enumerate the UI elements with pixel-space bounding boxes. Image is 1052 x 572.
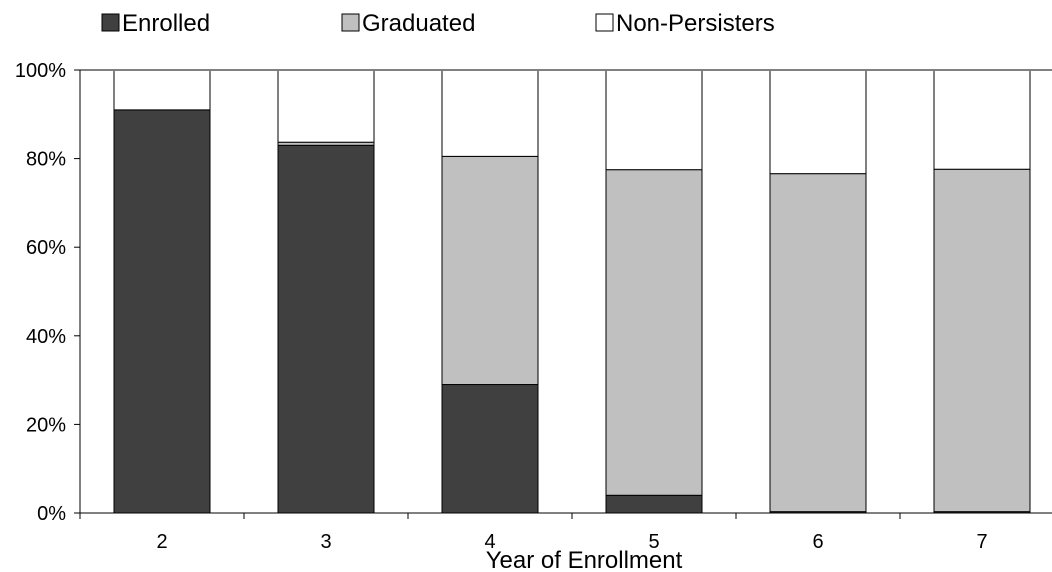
x-axis-title: Year of Enrollment (486, 547, 683, 572)
legend-swatch-graduated (341, 13, 360, 32)
y-tick-label: 40% (26, 326, 66, 348)
bar-graduated-4 (441, 155, 539, 386)
bar-enrolled-5 (605, 494, 703, 514)
bar-enrolled-2 (113, 109, 211, 514)
bar-graduated-6 (769, 173, 867, 513)
bar-non-persisters-7 (933, 69, 1031, 170)
plot-area (113, 69, 1031, 514)
legend-swatch-non-persisters (595, 13, 614, 32)
x-tick-label: 3 (320, 531, 331, 553)
bar-enrolled-3 (277, 144, 375, 514)
bar-graduated-5 (605, 169, 703, 496)
y-tick-label: 0% (37, 503, 66, 525)
legend-swatch-enrolled (101, 13, 120, 32)
legend: Enrolled Graduated Non-Persisters (101, 10, 775, 37)
legend-label-graduated: Graduated (362, 10, 475, 37)
axes: 0% 20% 40% 60% 80% 100% 2 3 4 5 6 7 (15, 60, 1052, 553)
bar-non-persisters-2 (113, 69, 211, 111)
x-tick-label: 6 (812, 531, 823, 553)
bar-non-persisters-4 (441, 69, 539, 157)
bar-enrolled-4 (441, 384, 539, 514)
y-tick-label: 60% (26, 237, 66, 259)
bar-non-persisters-6 (769, 69, 867, 175)
y-tick-label: 20% (26, 414, 66, 436)
y-tick-label: 100% (15, 60, 66, 82)
x-tick-label: 4 (484, 531, 495, 553)
bar-non-persisters-3 (277, 69, 375, 143)
x-tick-label: 2 (156, 531, 167, 553)
legend-label-non-persisters: Non-Persisters (616, 10, 775, 37)
y-tick-label: 80% (26, 149, 66, 171)
legend-label-enrolled: Enrolled (122, 10, 210, 37)
bar-non-persisters-5 (605, 69, 703, 171)
bar-graduated-7 (933, 168, 1031, 513)
x-tick-label: 7 (976, 531, 987, 553)
x-tick-label: 5 (648, 531, 659, 553)
